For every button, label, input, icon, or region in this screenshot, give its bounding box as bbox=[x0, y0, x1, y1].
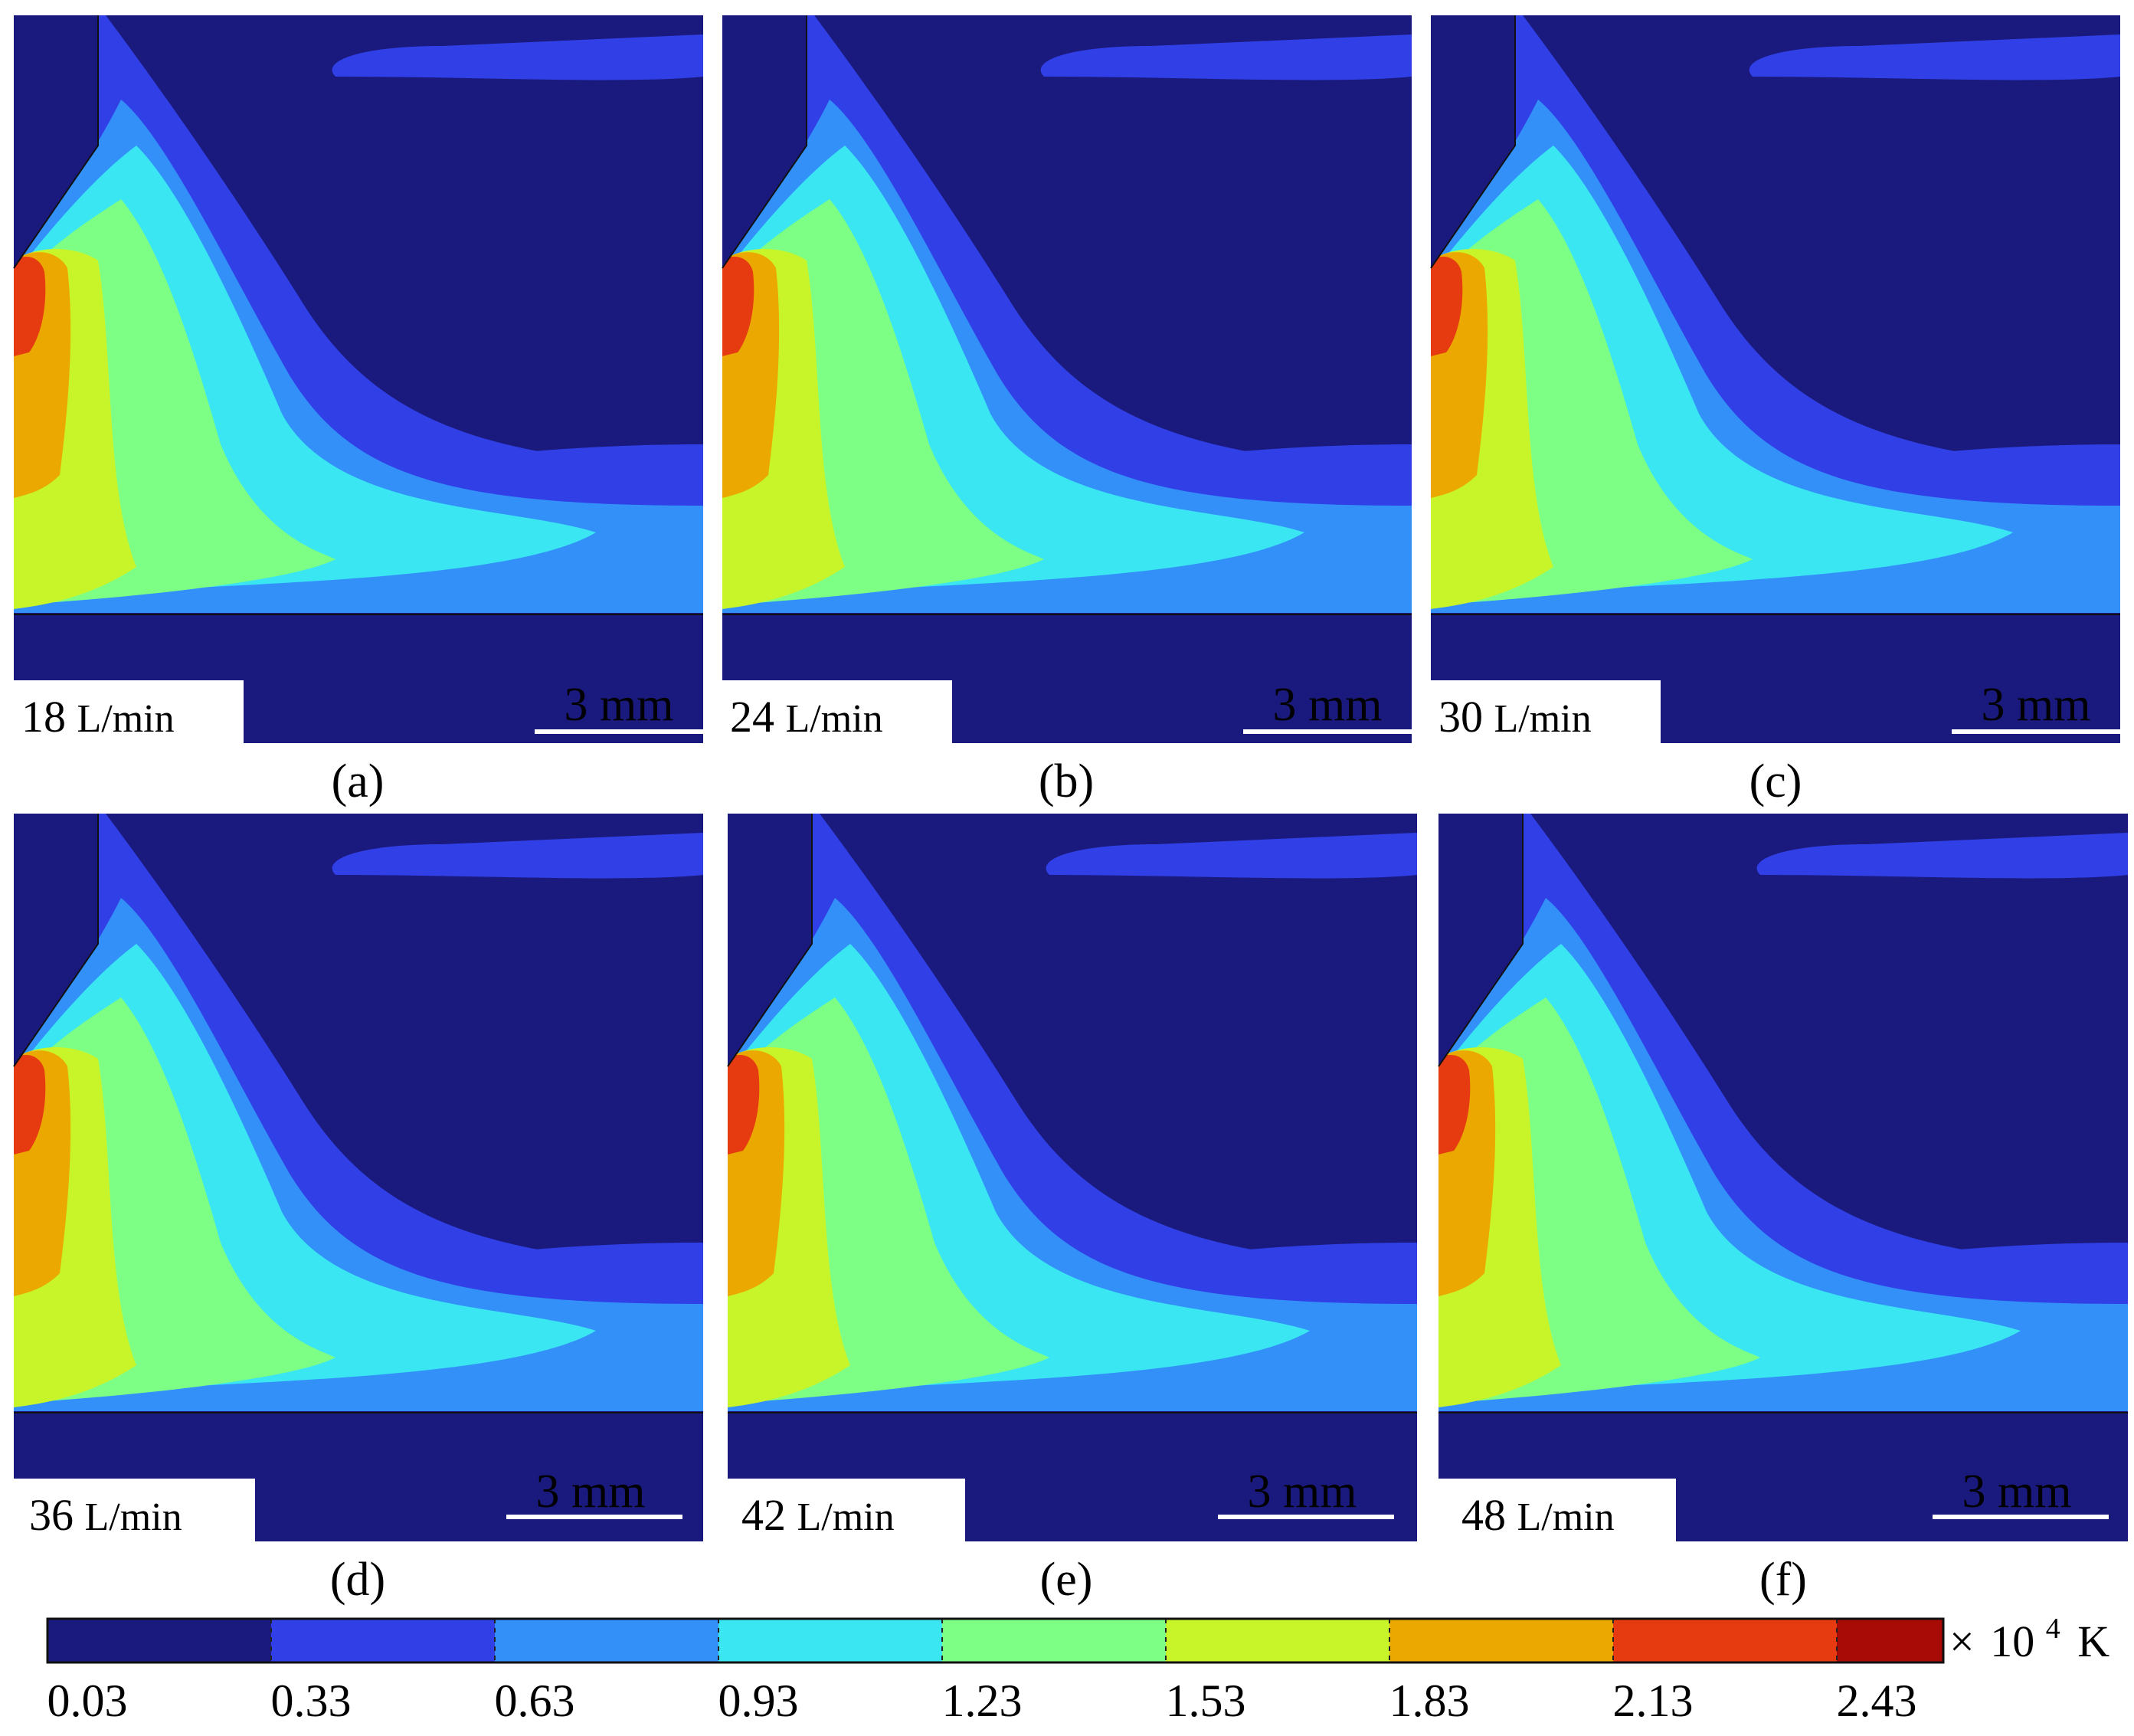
panel-a: 18 L/min 3 mm bbox=[13, 15, 704, 744]
colorbar-tick-label: 2.13 bbox=[1613, 1675, 1694, 1726]
colorbar-segment bbox=[495, 1619, 718, 1662]
colorbar-tick-label: 2.43 bbox=[1837, 1675, 1917, 1726]
scale-bar-label: 3 mm bbox=[1962, 1466, 2072, 1518]
flow-rate-label: 30 L/min bbox=[1438, 692, 1592, 742]
flow-rate-label: 18 L/min bbox=[21, 692, 175, 742]
flow-label-box bbox=[722, 680, 952, 743]
scale-bar-label: 3 mm bbox=[1273, 679, 1383, 731]
flow-rate-value: 36 bbox=[29, 1490, 74, 1540]
colorbar-segment bbox=[1837, 1619, 1943, 1662]
flow-rate-label: 24 L/min bbox=[730, 692, 883, 742]
colorbar-segment bbox=[718, 1619, 942, 1662]
flow-label-box bbox=[14, 1479, 255, 1541]
colorbar-segment bbox=[1389, 1619, 1613, 1662]
colorbar-segment bbox=[942, 1619, 1166, 1662]
caption-c: (c) bbox=[1749, 755, 1802, 807]
unit-exponent: 4 bbox=[2046, 1613, 2060, 1645]
colorbar: 0.03 0.33 0.63 0.93 1.23 1.53 1.83 2.13 2.43 × 1… bbox=[46, 1598, 2109, 1726]
caption-f: (f) bbox=[1759, 1554, 1807, 1606]
unit-prefix: × bbox=[1949, 1616, 1975, 1666]
unit-suffix: K bbox=[2077, 1616, 2109, 1666]
scale-bar-label: 3 mm bbox=[536, 1466, 646, 1518]
caption-e: (e) bbox=[1040, 1554, 1093, 1606]
flow-rate-label: 42 L/min bbox=[741, 1490, 895, 1540]
flow-rate-value: 48 bbox=[1461, 1490, 1506, 1540]
panel-b: 24 L/min 3 mm bbox=[722, 15, 1412, 744]
scale-bar-label: 3 mm bbox=[565, 679, 674, 731]
flow-rate-unit: L/min bbox=[85, 1495, 182, 1539]
colorbar-tick-label: 0.93 bbox=[718, 1675, 799, 1726]
flow-label-box bbox=[728, 1479, 965, 1541]
panel-e: 42 L/min 3 mm bbox=[727, 813, 1418, 1542]
colorbar-tick-labels: 0.03 0.33 0.63 0.93 1.23 1.53 1.83 2.13 2.43 bbox=[47, 1675, 1917, 1726]
colorbar-segment bbox=[271, 1619, 495, 1662]
scale-bar-label: 3 mm bbox=[1982, 679, 2091, 731]
colorbar-segment bbox=[1166, 1619, 1389, 1662]
colorbar-segment bbox=[47, 1619, 271, 1662]
colorbar-segments bbox=[47, 1619, 1943, 1662]
flow-rate-unit: L/min bbox=[77, 697, 175, 741]
panel-f: 48 L/min 3 mm bbox=[1438, 813, 2129, 1542]
colorbar-unit: × 10 4 K bbox=[1949, 1598, 2109, 1666]
flow-label-box bbox=[14, 680, 244, 743]
colorbar-tick-label: 1.53 bbox=[1166, 1675, 1246, 1726]
colorbar-tick-label: 0.03 bbox=[47, 1675, 128, 1726]
flow-rate-value: 18 bbox=[21, 692, 66, 742]
colorbar-segment bbox=[1613, 1619, 1837, 1662]
colorbar-tick-label: 0.63 bbox=[495, 1675, 575, 1726]
colorbar-tick-label: 0.33 bbox=[271, 1675, 352, 1726]
panel-c: 30 L/min 3 mm bbox=[1430, 15, 2121, 744]
flow-rate-label: 48 L/min bbox=[1461, 1490, 1615, 1540]
flow-rate-value: 42 bbox=[741, 1490, 786, 1540]
flow-rate-value: 24 bbox=[730, 692, 774, 742]
flow-rate-unit: L/min bbox=[786, 697, 883, 741]
panel-d: 36 L/min 3 mm bbox=[13, 813, 704, 1542]
flow-rate-value: 30 bbox=[1438, 692, 1483, 742]
flow-rate-unit: L/min bbox=[1517, 1495, 1615, 1539]
flow-label-box bbox=[1431, 680, 1661, 743]
caption-b: (b) bbox=[1039, 755, 1094, 807]
caption-d: (d) bbox=[330, 1554, 385, 1606]
flow-label-box bbox=[1438, 1479, 1676, 1541]
flow-rate-unit: L/min bbox=[1494, 697, 1592, 741]
colorbar-tick-label: 1.23 bbox=[942, 1675, 1023, 1726]
scale-bar-label: 3 mm bbox=[1248, 1466, 1357, 1518]
colorbar-tick-label: 1.83 bbox=[1389, 1675, 1470, 1726]
flow-rate-unit: L/min bbox=[797, 1495, 895, 1539]
unit-base: 10 bbox=[1990, 1616, 2034, 1666]
colorbar-outline bbox=[46, 1617, 1945, 1664]
caption-a: (a) bbox=[332, 755, 385, 807]
flow-rate-label: 36 L/min bbox=[29, 1490, 182, 1540]
